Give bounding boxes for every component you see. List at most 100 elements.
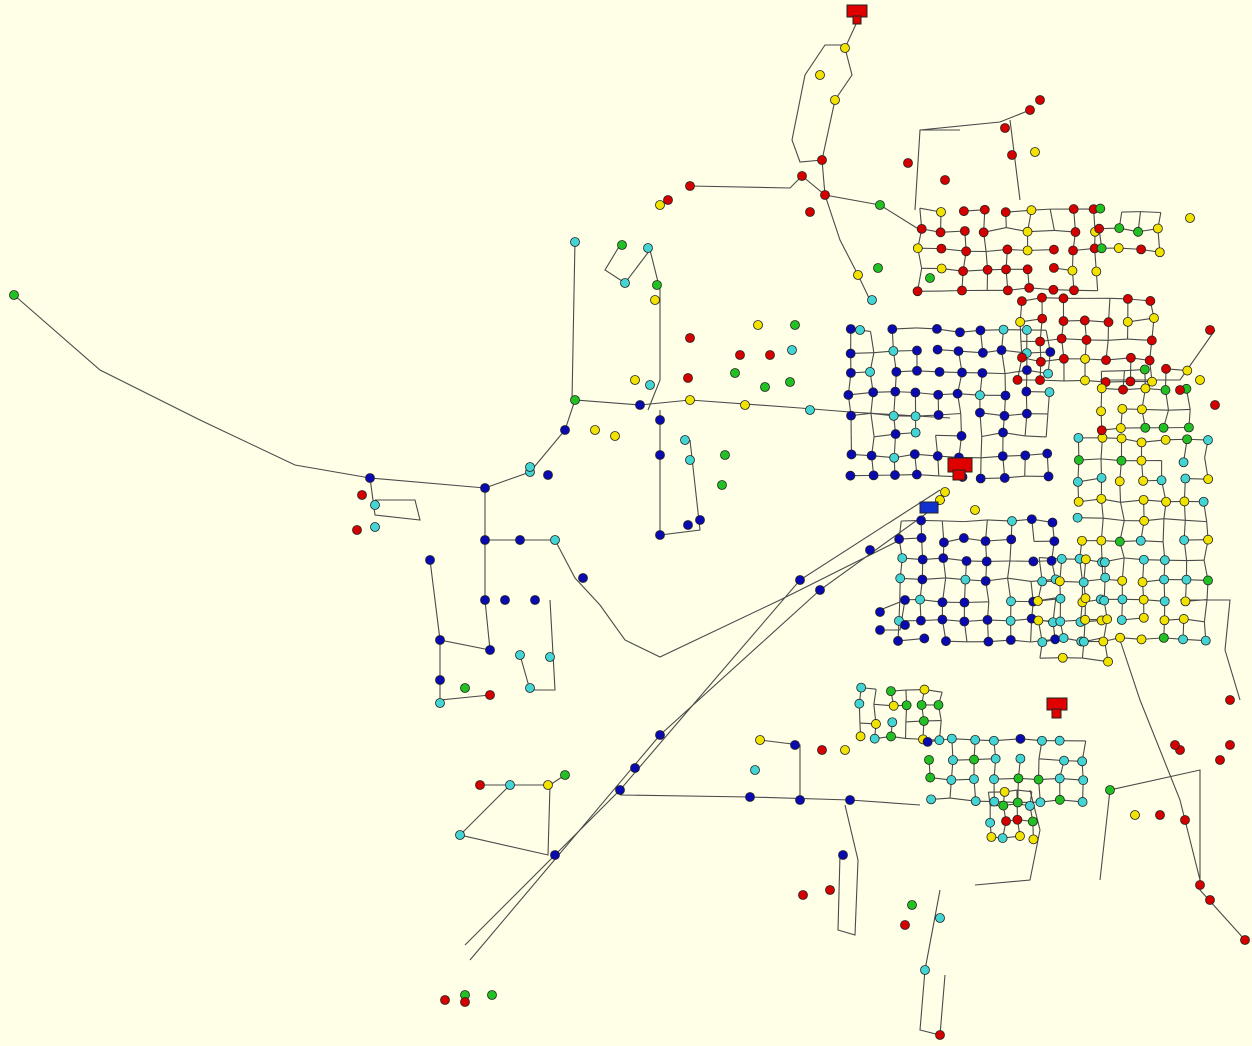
junction [933, 389, 944, 400]
junction [895, 573, 906, 584]
junction [925, 772, 936, 783]
junction [912, 286, 923, 297]
pipe [870, 331, 875, 353]
junction [630, 763, 640, 773]
pipe [1007, 577, 1032, 582]
junction [1050, 634, 1061, 645]
junction [907, 900, 917, 910]
junction [1015, 733, 1026, 744]
junction [1044, 387, 1055, 397]
junction [886, 686, 896, 697]
junction [1005, 615, 1016, 626]
junction [912, 365, 922, 376]
junction [940, 175, 950, 185]
junction [1001, 816, 1011, 827]
junction [953, 346, 964, 356]
junction [918, 716, 929, 726]
junction [785, 377, 795, 387]
junction [998, 324, 1009, 335]
junction [1007, 516, 1017, 526]
junction [997, 833, 1008, 843]
junction [888, 346, 899, 356]
pipe [1103, 517, 1125, 522]
junction [1159, 555, 1170, 566]
junction [977, 368, 988, 378]
junction [1160, 385, 1171, 395]
pipe [571, 239, 576, 401]
junction [720, 450, 730, 460]
junction [1067, 265, 1078, 276]
junction [959, 597, 970, 608]
junction [887, 324, 898, 334]
junction [975, 390, 985, 401]
junction [787, 345, 797, 355]
junction [655, 415, 665, 425]
junction [1116, 433, 1127, 444]
pipe [1045, 413, 1049, 437]
junction [1058, 633, 1069, 643]
pump-station [919, 501, 939, 514]
junction [845, 324, 856, 334]
junction [933, 700, 944, 710]
junction [1078, 775, 1089, 786]
junction [989, 796, 1000, 807]
junction [1027, 816, 1038, 827]
junction [980, 536, 991, 547]
junction [655, 530, 665, 540]
junction [1114, 223, 1125, 233]
junction [1000, 207, 1011, 218]
junction [941, 636, 951, 647]
junction [753, 320, 763, 330]
junction [970, 505, 980, 515]
junction [1096, 535, 1107, 546]
junction [910, 427, 921, 438]
junction [1180, 815, 1190, 825]
junction [1026, 205, 1037, 216]
junction [873, 263, 883, 273]
junction [1114, 476, 1125, 487]
junction [1022, 264, 1033, 275]
junction [875, 625, 885, 635]
junction [845, 348, 856, 359]
junction [475, 780, 485, 790]
junction [866, 450, 877, 461]
junction [937, 597, 948, 608]
junction [937, 614, 948, 625]
junction [680, 435, 690, 445]
junction [500, 595, 510, 605]
junction [1182, 365, 1193, 376]
junction [1073, 455, 1084, 465]
junction [1079, 315, 1090, 326]
junction [485, 645, 495, 655]
junction [1185, 213, 1195, 223]
junction [875, 607, 885, 617]
junction [932, 344, 943, 355]
junction [1042, 448, 1053, 459]
junction [643, 243, 653, 253]
tanks [846, 4, 1068, 719]
junction [1080, 614, 1091, 625]
pipe [1049, 209, 1055, 231]
junction [1138, 554, 1149, 565]
junction [1159, 596, 1170, 607]
junction [1059, 353, 1069, 364]
junction [1100, 572, 1111, 583]
junction [1080, 375, 1090, 386]
junction [1035, 356, 1046, 367]
junction [933, 410, 944, 420]
junction [936, 243, 947, 254]
junction [969, 774, 979, 785]
junction [1043, 368, 1053, 379]
junctions [9, 43, 1250, 1040]
junction [1028, 834, 1039, 845]
junction [1091, 266, 1102, 277]
junction [1195, 375, 1205, 385]
junction [798, 890, 808, 900]
junction [1043, 471, 1054, 482]
pipe [1007, 560, 1011, 579]
pipe [974, 789, 1041, 886]
junction [1045, 347, 1056, 357]
junction [922, 736, 933, 747]
junction [997, 451, 1008, 462]
junction [1178, 634, 1188, 645]
